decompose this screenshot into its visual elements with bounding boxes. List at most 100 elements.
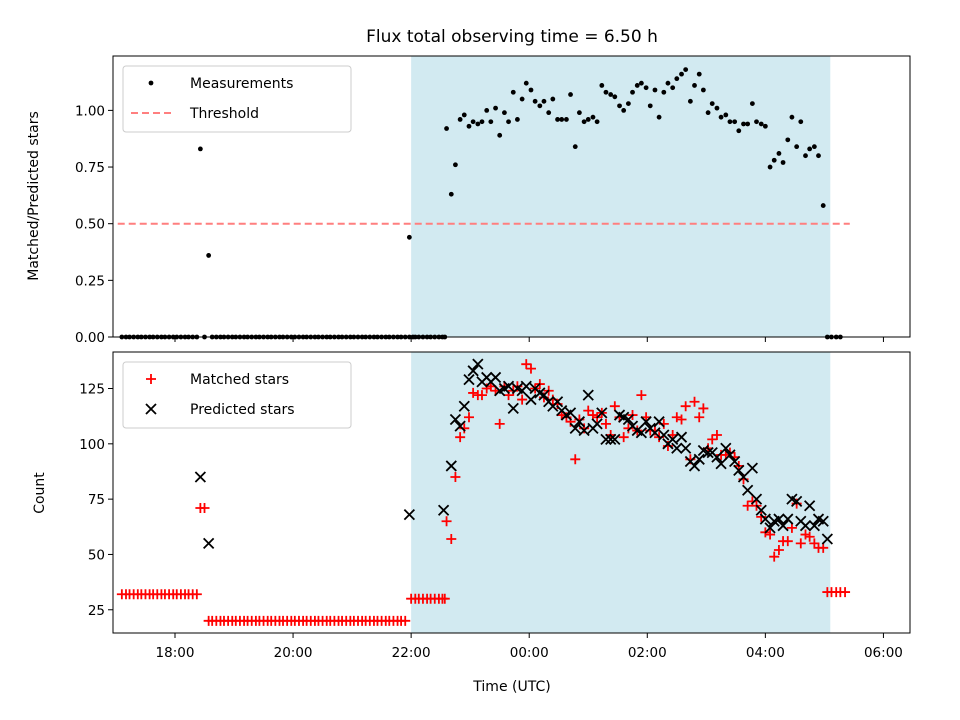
predicted-star-point (720, 442, 732, 454)
measurement-point (519, 96, 525, 102)
predicted-star-point (759, 513, 771, 525)
predicted-star-point (680, 442, 692, 454)
x-tick-label: 02:00 (628, 645, 667, 661)
matched-star-point (804, 531, 815, 542)
predicted-star-point (791, 495, 803, 507)
measurement-point (679, 71, 684, 77)
predicted-star-point (569, 422, 581, 434)
measurement-point (803, 153, 808, 159)
matched-star-point (786, 522, 797, 533)
predicted-star-point (737, 471, 750, 483)
legend-predicted-marker (145, 403, 157, 415)
measurement-point (789, 114, 795, 120)
measurement-point (515, 117, 520, 122)
matched-star-point (707, 434, 718, 445)
matched-star-point (468, 387, 479, 398)
measurement-point (683, 67, 689, 72)
predicted-star-point (203, 537, 215, 550)
matched-star-point (694, 412, 705, 423)
measurement-point (820, 203, 826, 208)
measurement-point (665, 80, 671, 86)
matched-star-point (570, 454, 581, 465)
predicted-star-point (711, 451, 723, 463)
legend-matched-marker (146, 374, 156, 384)
observing-span (411, 352, 831, 633)
measurement-point (444, 126, 449, 131)
matched-star-point (818, 542, 829, 553)
matched-star-point (711, 429, 722, 440)
matched-star-point (609, 401, 620, 412)
legend-label: Threshold (189, 106, 259, 122)
y-tick-label: 0.50 (75, 217, 105, 233)
measurement-point (736, 128, 742, 134)
predicted-star-point (799, 520, 812, 532)
measurement-point (723, 112, 729, 118)
matched-star-point (600, 418, 611, 429)
measurement-point (745, 121, 751, 127)
matched-star-point (463, 412, 474, 423)
predicted-star-point (605, 433, 617, 446)
measurement-point (692, 83, 697, 88)
measurement-point (581, 119, 587, 125)
measurement-point (758, 121, 764, 127)
predicted-star-point (653, 416, 665, 428)
y-tick-label: 0.25 (75, 273, 105, 289)
predicted-star-point (403, 508, 416, 521)
measurement-point (448, 191, 454, 197)
matched-star-point (795, 538, 806, 549)
measurement-point (674, 76, 680, 82)
measurement-point (559, 117, 565, 122)
matched-star-point (636, 390, 647, 401)
matched-star-point (618, 432, 629, 443)
predicted-star-point (463, 374, 475, 386)
measurement-point (656, 114, 662, 120)
matched-star-point (439, 593, 450, 604)
matched-star-point (765, 529, 776, 540)
measurement-point (493, 105, 498, 111)
measurement-point (670, 85, 676, 91)
legend-measurement-marker (148, 80, 154, 86)
measurement-point (457, 117, 463, 122)
x-tick-label: 06:00 (864, 645, 903, 661)
measurement-point (780, 160, 786, 165)
predicted-star-point (640, 416, 652, 428)
predicted-star-point (600, 433, 612, 446)
x-tick-label: 04:00 (746, 645, 785, 661)
y-tick-label: 75 (88, 492, 105, 508)
predicted-star-point (564, 407, 577, 419)
predicted-star-point (755, 504, 767, 516)
measurement-point (537, 103, 543, 109)
matched-star-point (756, 511, 767, 522)
measurement-point (705, 110, 711, 116)
measurement-point (647, 103, 653, 109)
predicted-star-point (702, 447, 714, 459)
matched-star-point (583, 405, 594, 416)
predicted-star-point (764, 522, 776, 534)
predicted-star-point (635, 427, 648, 439)
matched-star-point (680, 401, 691, 412)
measurement-point (762, 123, 768, 129)
measurement-point (532, 98, 538, 104)
measurement-point (621, 107, 627, 113)
matched-star-point (689, 396, 700, 407)
measurement-point (555, 117, 560, 122)
measurement-point (643, 85, 649, 91)
predicted-star-point (688, 460, 701, 472)
y-tick-label: 125 (79, 382, 105, 398)
predicted-star-point (622, 413, 635, 426)
matched-star-point (521, 359, 532, 370)
predicted-star-point (733, 464, 745, 477)
predicted-star-point (817, 515, 829, 527)
measurement-point (510, 89, 516, 95)
y-tick-label: 0.75 (75, 160, 105, 176)
measurement-point (528, 87, 534, 93)
measurement-point (197, 146, 203, 152)
chart-title: Flux total observing time = 6.50 h (366, 27, 658, 47)
predicted-star-point (804, 500, 816, 512)
matched-star-point (742, 500, 753, 511)
x-tick-label: 22:00 (392, 645, 431, 661)
matched-star-point (494, 418, 505, 429)
predicted-star-point (458, 400, 470, 412)
matched-star-point (441, 516, 452, 527)
measurement-point (709, 101, 715, 106)
